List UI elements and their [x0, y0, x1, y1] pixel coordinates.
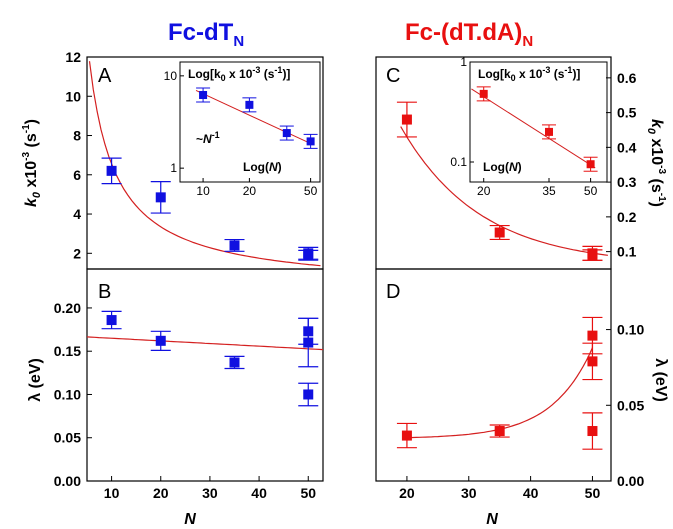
- panel-a-data-point: [303, 250, 314, 261]
- panel-b-data-point: [229, 357, 240, 368]
- inset-c-xtick-label: 50: [584, 184, 598, 198]
- panel-c-ytick-label: 0.2: [617, 209, 637, 225]
- inset-c-title: Log[k0 x 10-3 (s-1)]: [478, 65, 580, 83]
- inset-a-ytick-label: 10: [164, 69, 178, 83]
- panel-c-data-point: [587, 250, 598, 261]
- k0-axis-title-left: k0 x10-3 (s-1): [21, 119, 43, 207]
- inset-a-ytick-label: 1: [170, 161, 177, 175]
- panel-d-data-point: [587, 426, 598, 437]
- panel-b-xtick-label: 20: [153, 485, 169, 501]
- panel-b-fit-line: [86, 336, 324, 351]
- inset-a-fit-line: [195, 90, 314, 146]
- panel-d-letter: D: [386, 281, 400, 303]
- panel-d-xtick-label: 20: [399, 485, 415, 501]
- x-axis-title-left: N: [184, 511, 196, 528]
- panel-a-ytick-label: 2: [73, 245, 81, 261]
- inset-c-ytick-label: 1: [460, 55, 467, 69]
- inset-c-frame: [469, 61, 608, 183]
- panel-b-xtick-label: 30: [202, 485, 218, 501]
- panel-d-frame: [375, 268, 612, 482]
- panel-b-letter: B: [98, 281, 111, 303]
- inset-c-data-point: [479, 89, 488, 98]
- panel-b-xtick-label: 50: [300, 485, 316, 501]
- panel-c-ytick-label: 0.6: [617, 70, 637, 86]
- panel-d-fit-line: [406, 347, 593, 439]
- panel-a-fit-line: [88, 61, 321, 267]
- inset-a-data-point: [306, 137, 315, 146]
- panel-a-ytick-label: 12: [65, 49, 81, 65]
- panel-b-xtick-label: 40: [251, 485, 267, 501]
- panel-a-data-point: [229, 240, 240, 251]
- inset-c-ytick-label: 0.1: [450, 155, 467, 169]
- panel-c-ytick-label: 0.5: [617, 105, 637, 121]
- panel-c-ytick-label: 0.3: [617, 174, 637, 190]
- inset-c-xlabel: Log(N): [483, 160, 522, 174]
- panel-a-ytick-label: 4: [73, 206, 81, 222]
- panel-b-ytick-label: 0.10: [54, 386, 81, 402]
- panel-c-data-point: [401, 114, 412, 125]
- panel-b-ytick-label: 0.05: [54, 430, 81, 446]
- k0-axis-title-right: k0 x10-3 (s-1): [645, 119, 667, 207]
- inset-a-xtick-label: 10: [196, 184, 210, 198]
- panel-a-data-point: [155, 192, 166, 203]
- panel-b-ytick-label: 0.15: [54, 343, 81, 359]
- panel-a-ytick-label: 6: [73, 167, 81, 183]
- panel-b-data-point: [155, 335, 166, 346]
- inset-a-data-point: [282, 129, 291, 138]
- panel-b-data-point: [106, 315, 117, 326]
- panel-b-ytick-label: 0.20: [54, 300, 81, 316]
- panel-b-xtick-label: 10: [104, 485, 120, 501]
- left-column-title: Fc-dTN: [168, 19, 244, 50]
- inset-c-data-point: [544, 127, 553, 136]
- panel-d-data-point: [494, 426, 505, 437]
- panel-d-data-point: [587, 330, 598, 341]
- panel-a-ytick-label: 8: [73, 128, 81, 144]
- panel-d-xtick-label: 30: [461, 485, 477, 501]
- inset-c-xtick-label: 35: [542, 184, 556, 198]
- panel-b-frame: [86, 268, 324, 482]
- panel-b-data-point: [303, 389, 314, 400]
- right-column-title: Fc-(dT.dA)N: [405, 19, 533, 50]
- inset-a-xlabel: Log(N): [243, 160, 282, 174]
- panel-d-ytick-label: 0.10: [617, 322, 644, 338]
- inset-c-fit-line: [471, 88, 596, 169]
- inset-a-xtick-label: 20: [243, 184, 257, 198]
- panel-a-letter: A: [98, 65, 112, 87]
- panel-d-xtick-label: 40: [523, 485, 539, 501]
- panel-c-ytick-label: 0.1: [617, 244, 637, 260]
- panel-d-ytick-label: 0.05: [617, 397, 644, 413]
- inset-a-data-point: [245, 100, 254, 109]
- inset-a-title: Log[k0 x 10-3 (s-1)]: [188, 65, 290, 83]
- panel-c-data-point: [494, 227, 505, 238]
- panel-d-ytick-label: 0.00: [617, 473, 644, 489]
- plot-layer: 2 4 6 8 10 12 10 20 50 10 1 0.00 0.05 0.10 0.15 0.20 10 2…: [54, 49, 645, 501]
- panel-a-ytick-label: 10: [65, 88, 81, 104]
- panel-d-xtick-label: 50: [585, 485, 601, 501]
- inset-a-frame: [179, 61, 321, 183]
- inset-a-xtick-label: 50: [304, 184, 318, 198]
- x-axis-title-right: N: [486, 511, 498, 528]
- panel-d-data-point: [401, 430, 412, 441]
- lambda-axis-title-left: λ (eV): [27, 358, 44, 402]
- panel-a-data-point: [106, 165, 117, 176]
- panel-c-letter: C: [386, 65, 400, 87]
- lambda-axis-title-right: λ (eV): [652, 358, 669, 402]
- panel-c-ytick-label: 0.4: [617, 139, 637, 155]
- inset-c-xtick-label: 20: [477, 184, 491, 198]
- inset-c-data-point: [586, 160, 595, 169]
- panel-d-data-point: [587, 356, 598, 367]
- panel-b-data-point: [303, 337, 314, 348]
- inset-a-data-point: [199, 91, 208, 100]
- panel-b-ytick-label: 0.00: [54, 473, 81, 489]
